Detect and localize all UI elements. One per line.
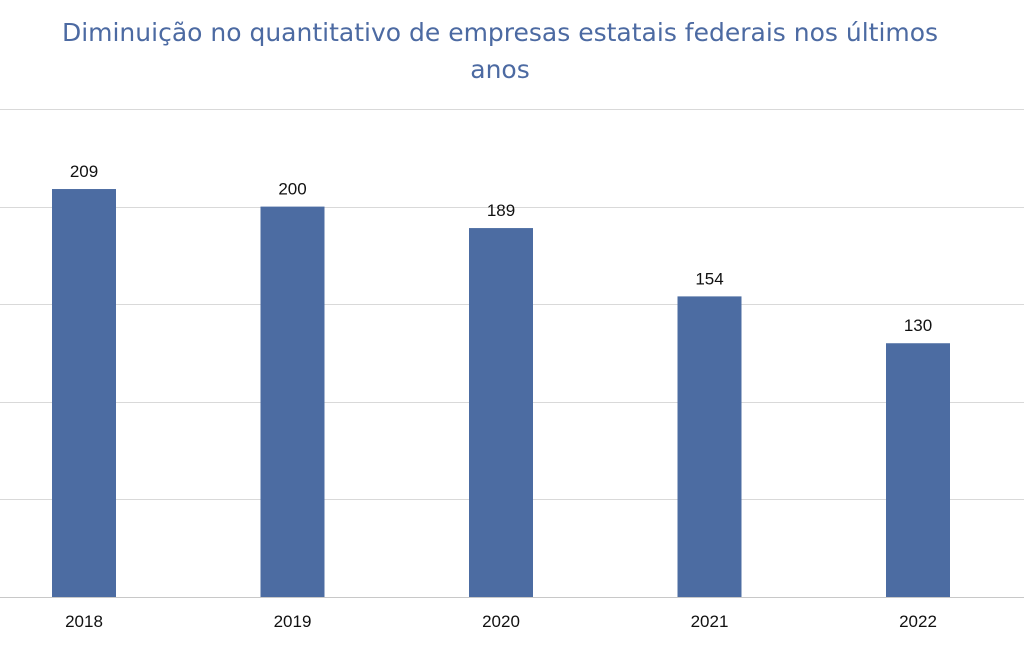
bar-2019 bbox=[260, 206, 325, 597]
x-tick-label-2018: 2018 bbox=[65, 612, 103, 631]
x-tick-label-2022: 2022 bbox=[899, 612, 937, 631]
data-label-2022: 130 bbox=[904, 316, 932, 335]
bar-2021 bbox=[677, 296, 742, 597]
data-labels: 209 200 189 154 130 bbox=[70, 162, 932, 335]
x-tick-label-2019: 2019 bbox=[274, 612, 312, 631]
x-axis-tick-labels: 2018 2019 2020 2021 2022 bbox=[65, 612, 937, 631]
bar-2020 bbox=[469, 228, 533, 597]
bar-2018 bbox=[52, 189, 116, 598]
x-tick-label-2020: 2020 bbox=[482, 612, 520, 631]
x-tick-label-2021: 2021 bbox=[691, 612, 729, 631]
bars bbox=[52, 189, 950, 598]
chart-title: Diminuição no quantitativo de empresas e… bbox=[61, 18, 939, 84]
data-label-2020: 189 bbox=[487, 201, 515, 220]
data-label-2018: 209 bbox=[70, 162, 98, 181]
data-label-2019: 200 bbox=[278, 180, 306, 199]
data-label-2021: 154 bbox=[695, 269, 723, 288]
bar-2022 bbox=[886, 343, 950, 597]
